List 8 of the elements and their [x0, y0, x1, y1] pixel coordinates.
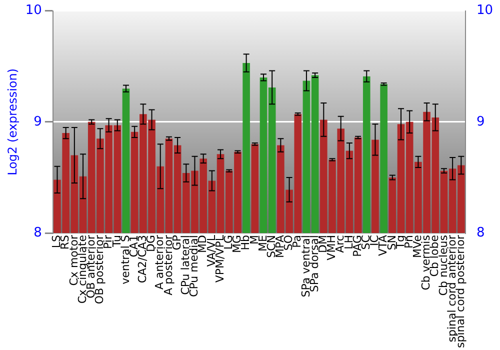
y-axis-title: Log2 (expression)	[5, 68, 20, 176]
y-tick-label: 9	[34, 114, 42, 130]
y2-tick-label: 10	[476, 3, 494, 18]
y-tick-label: 10	[25, 3, 42, 18]
y-tick-label: 8	[34, 225, 42, 240]
y2-tick-label: 9	[476, 114, 485, 130]
y2-tick-label: 8	[476, 225, 485, 240]
x-tick-label: OB posterior	[93, 234, 106, 304]
